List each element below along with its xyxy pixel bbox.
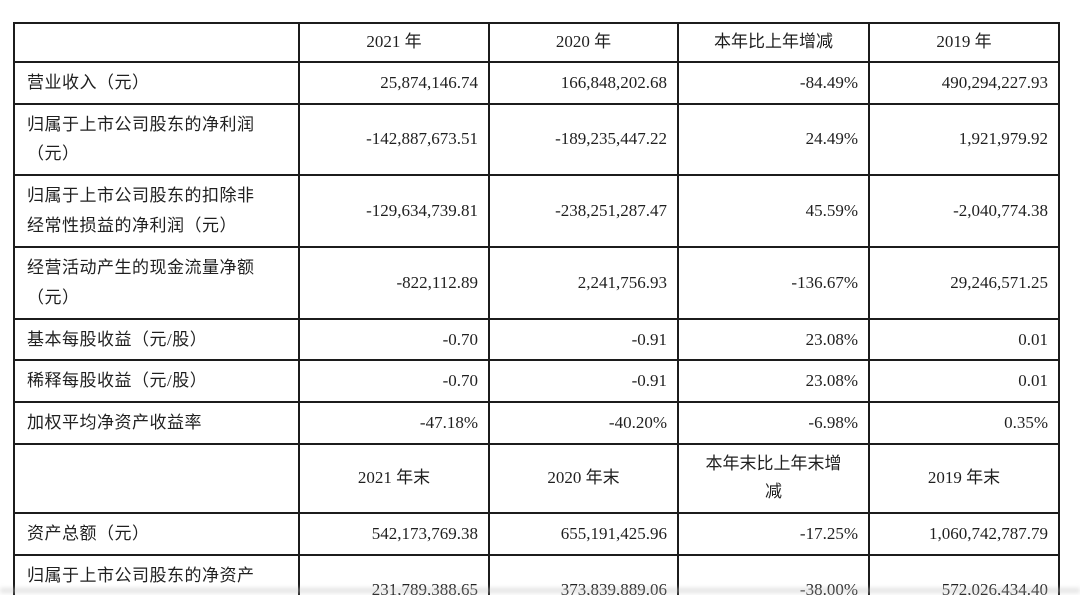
value-2019: 0.01 <box>868 317 1060 362</box>
value-2019: 1,921,979.92 <box>868 102 1060 177</box>
table-row-diluted-eps: 稀释每股收益（元/股） -0.70 -0.91 23.08% 0.01 <box>13 359 1060 404</box>
column-header-2019-year-end: 2019 年末 <box>868 442 1060 514</box>
column-header-2019: 2019 年 <box>868 22 1060 63</box>
table-row-total-assets: 资产总额（元） 542,173,769.38 655,191,425.96 -1… <box>13 511 1060 556</box>
value-2020: -0.91 <box>488 317 679 362</box>
row-label: 经营活动产生的现金流量净额 （元） <box>13 245 300 320</box>
value-2019: 490,294,227.93 <box>868 60 1060 105</box>
table-row-operating-cash-flow: 经营活动产生的现金流量净额 （元） -822,112.89 2,241,756.… <box>13 245 1060 320</box>
value-year-end-change: -38.00% <box>677 553 870 595</box>
row-label: 基本每股收益（元/股） <box>13 317 300 362</box>
value-2019: 0.35% <box>868 401 1060 445</box>
row-label: 归属于上市公司股东的净资产 （元） <box>13 553 300 595</box>
column-header-2020: 2020 年 <box>488 22 679 63</box>
value-2020-year-end: 373,839,889.06 <box>488 553 679 595</box>
value-2020: -40.20% <box>488 401 679 445</box>
value-2019-year-end: 1,060,742,787.79 <box>868 511 1060 556</box>
row-label: 资产总额（元） <box>13 511 300 556</box>
column-header-2021: 2021 年 <box>298 22 490 63</box>
value-2021-year-end: 542,173,769.38 <box>298 511 490 556</box>
row-label: 稀释每股收益（元/股） <box>13 359 300 404</box>
value-2021-year-end: 231,789,388.65 <box>298 553 490 595</box>
value-2021: -0.70 <box>298 359 490 404</box>
value-2019: -2,040,774.38 <box>868 174 1060 248</box>
row-label: 归属于上市公司股东的扣除非 经常性损益的净利润（元） <box>13 174 300 248</box>
row-label: 营业收入（元） <box>13 60 300 105</box>
value-2021: -0.70 <box>298 317 490 362</box>
value-2020: 2,241,756.93 <box>488 245 679 320</box>
value-yoy-change: 23.08% <box>677 317 870 362</box>
column-header-year-end-change: 本年末比上年末增 减 <box>677 442 870 514</box>
value-2021: -129,634,739.81 <box>298 174 490 248</box>
column-header-yoy-change: 本年比上年增减 <box>677 22 870 63</box>
value-2021: -822,112.89 <box>298 245 490 320</box>
corner-cell <box>13 22 300 63</box>
value-yoy-change: 23.08% <box>677 359 870 404</box>
value-2021: -142,887,673.51 <box>298 102 490 177</box>
column-header-2020-year-end: 2020 年末 <box>488 442 679 514</box>
value-year-end-change: -17.25% <box>677 511 870 556</box>
table-header-row-year-end: 2021 年末 2020 年末 本年末比上年末增 减 2019 年末 <box>13 442 1060 514</box>
row-label: 加权平均净资产收益率 <box>13 401 300 445</box>
value-2020-year-end: 655,191,425.96 <box>488 511 679 556</box>
value-2019-year-end: 572,026,434.40 <box>868 553 1060 595</box>
value-yoy-change: 24.49% <box>677 102 870 177</box>
value-2021: -47.18% <box>298 401 490 445</box>
value-yoy-change: -136.67% <box>677 245 870 320</box>
column-header-2021-year-end: 2021 年末 <box>298 442 490 514</box>
financial-summary-table: 2021 年 2020 年 本年比上年增减 2019 年 营业收入（元） 25,… <box>13 22 1060 595</box>
value-2020: -238,251,287.47 <box>488 174 679 248</box>
table-row-basic-eps: 基本每股收益（元/股） -0.70 -0.91 23.08% 0.01 <box>13 317 1060 362</box>
table-row-weighted-avg-roe: 加权平均净资产收益率 -47.18% -40.20% -6.98% 0.35% <box>13 401 1060 445</box>
table-header-row-annual: 2021 年 2020 年 本年比上年增减 2019 年 <box>13 22 1060 63</box>
table-row-revenue: 营业收入（元） 25,874,146.74 166,848,202.68 -84… <box>13 60 1060 105</box>
table-row-net-assets: 归属于上市公司股东的净资产 （元） 231,789,388.65 373,839… <box>13 553 1060 595</box>
value-yoy-change: -6.98% <box>677 401 870 445</box>
value-2019: 29,246,571.25 <box>868 245 1060 320</box>
table-row-net-profit: 归属于上市公司股东的净利润 （元） -142,887,673.51 -189,2… <box>13 102 1060 177</box>
value-2020: -189,235,447.22 <box>488 102 679 177</box>
value-2021: 25,874,146.74 <box>298 60 490 105</box>
value-2020: -0.91 <box>488 359 679 404</box>
value-yoy-change: 45.59% <box>677 174 870 248</box>
value-2020: 166,848,202.68 <box>488 60 679 105</box>
table-row-net-profit-excl-nonrecurring: 归属于上市公司股东的扣除非 经常性损益的净利润（元） -129,634,739.… <box>13 174 1060 248</box>
value-yoy-change: -84.49% <box>677 60 870 105</box>
row-label: 归属于上市公司股东的净利润 （元） <box>13 102 300 177</box>
scan-artifact <box>0 588 1080 593</box>
corner-cell <box>13 442 300 514</box>
value-2019: 0.01 <box>868 359 1060 404</box>
